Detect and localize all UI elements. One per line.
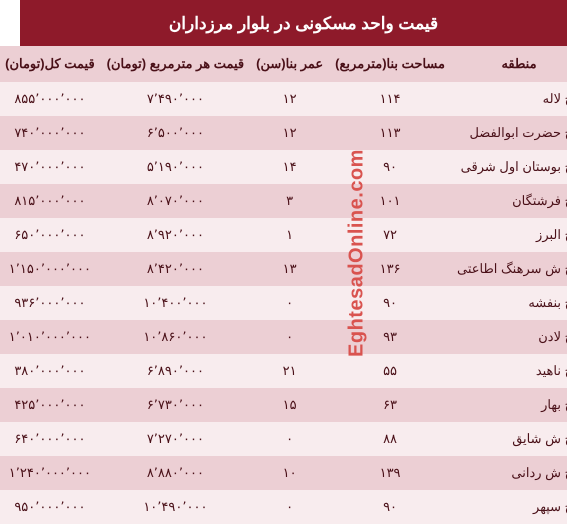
cell-age: ۰	[230, 320, 309, 354]
cell-ppm: ۶٬۷۳۰٬۰۰۰	[81, 388, 230, 422]
cell-area: ۸۸	[309, 422, 431, 456]
cell-age: ۱۰	[230, 456, 309, 490]
cell-total: ۹۳۶٬۰۰۰٬۰۰۰	[0, 286, 81, 320]
table-header: منطقهمساحت بنا(مترمربع)عمر بنا(سن)قیمت ه…	[0, 46, 567, 82]
cell-total: ۷۴۰٬۰۰۰٬۰۰۰	[0, 116, 81, 150]
cell-ppm: ۱۰٬۴۹۰٬۰۰۰	[81, 490, 230, 524]
cell-area: ۱۳۹	[309, 456, 431, 490]
cell-total: ۴۲۵٬۰۰۰٬۰۰۰	[0, 388, 81, 422]
cell-total: ۸۱۵٬۰۰۰٬۰۰۰	[0, 184, 81, 218]
cell-region: خ البرز	[431, 218, 567, 252]
cell-age: ۱	[230, 218, 309, 252]
cell-total: ۳۸۰٬۰۰۰٬۰۰۰	[0, 354, 81, 388]
col-region: منطقه	[431, 46, 567, 82]
cell-ppm: ۶٬۵۰۰٬۰۰۰	[81, 116, 230, 150]
table-row: خ بنفشه۹۰۰۱۰٬۴۰۰٬۰۰۰۹۳۶٬۰۰۰٬۰۰۰	[0, 286, 567, 320]
cell-age: ۱۲	[230, 116, 309, 150]
cell-area: ۱۰۱	[309, 184, 431, 218]
table-row: خ البرز۷۲۱۸٬۹۲۰٬۰۰۰۶۵۰٬۰۰۰٬۰۰۰	[0, 218, 567, 252]
cell-ppm: ۷٬۲۷۰٬۰۰۰	[81, 422, 230, 456]
cell-area: ۹۰	[309, 286, 431, 320]
cell-age: ۱۳	[230, 252, 309, 286]
cell-ppm: ۸٬۰۷۰٬۰۰۰	[81, 184, 230, 218]
table-row: خ ش ردانی۱۳۹۱۰۸٬۸۸۰٬۰۰۰۱٬۲۴۰٬۰۰۰٬۰۰۰	[0, 456, 567, 490]
table-row: خ فرشتگان۱۰۱۳۸٬۰۷۰٬۰۰۰۸۱۵٬۰۰۰٬۰۰۰	[0, 184, 567, 218]
cell-region: خ سپهر	[431, 490, 567, 524]
col-area: مساحت بنا(مترمربع)	[309, 46, 431, 82]
table-row: خ ش شایق۸۸۰۷٬۲۷۰٬۰۰۰۶۴۰٬۰۰۰٬۰۰۰	[0, 422, 567, 456]
cell-total: ۱٬۰۱۰٬۰۰۰٬۰۰۰	[0, 320, 81, 354]
cell-ppm: ۶٬۸۹۰٬۰۰۰	[81, 354, 230, 388]
cell-region: خ ناهید	[431, 354, 567, 388]
cell-area: ۷۲	[309, 218, 431, 252]
cell-region: خ بهار	[431, 388, 567, 422]
cell-area: ۹۰	[309, 490, 431, 524]
cell-total: ۹۵۰٬۰۰۰٬۰۰۰	[0, 490, 81, 524]
cell-area: ۹۳	[309, 320, 431, 354]
cell-ppm: ۸٬۹۲۰٬۰۰۰	[81, 218, 230, 252]
cell-region: خ ش سرهنگ اطاعتی	[431, 252, 567, 286]
cell-age: ۲۱	[230, 354, 309, 388]
table-row: خ حضرت ابوالفضل۱۱۳۱۲۶٬۵۰۰٬۰۰۰۷۴۰٬۰۰۰٬۰۰۰	[0, 116, 567, 150]
table-row: خ ناهید۵۵۲۱۶٬۸۹۰٬۰۰۰۳۸۰٬۰۰۰٬۰۰۰	[0, 354, 567, 388]
cell-ppm: ۵٬۱۹۰٬۰۰۰	[81, 150, 230, 184]
cell-age: ۱۴	[230, 150, 309, 184]
cell-area: ۱۱۴	[309, 82, 431, 116]
cell-area: ۱۳۶	[309, 252, 431, 286]
cell-ppm: ۷٬۴۹۰٬۰۰۰	[81, 82, 230, 116]
cell-ppm: ۱۰٬۸۶۰٬۰۰۰	[81, 320, 230, 354]
table-row: خ ش سرهنگ اطاعتی۱۳۶۱۳۸٬۴۲۰٬۰۰۰۱٬۱۵۰٬۰۰۰٬…	[0, 252, 567, 286]
table-row: خ بهار۶۳۱۵۶٬۷۳۰٬۰۰۰۴۲۵٬۰۰۰٬۰۰۰	[0, 388, 567, 422]
cell-total: ۴۷۰٬۰۰۰٬۰۰۰	[0, 150, 81, 184]
cell-area: ۵۵	[309, 354, 431, 388]
cell-region: خ بنفشه	[431, 286, 567, 320]
cell-region: خ ش ردانی	[431, 456, 567, 490]
cell-area: ۱۱۳	[309, 116, 431, 150]
price-table: منطقهمساحت بنا(مترمربع)عمر بنا(سن)قیمت ه…	[0, 46, 567, 524]
cell-region: خ لادن	[431, 320, 567, 354]
cell-total: ۱٬۱۵۰٬۰۰۰٬۰۰۰	[0, 252, 81, 286]
col-total: قیمت کل(تومان)	[0, 46, 81, 82]
cell-ppm: ۸٬۸۸۰٬۰۰۰	[81, 456, 230, 490]
cell-region: خ بوستان اول شرقی	[431, 150, 567, 184]
cell-region: خ لاله	[431, 82, 567, 116]
cell-region: خ حضرت ابوالفضل	[431, 116, 567, 150]
table-row: خ لادن۹۳۰۱۰٬۸۶۰٬۰۰۰۱٬۰۱۰٬۰۰۰٬۰۰۰	[0, 320, 567, 354]
cell-age: ۰	[230, 490, 309, 524]
col-ppm: قیمت هر مترمربع (تومان)	[81, 46, 230, 82]
cell-ppm: ۸٬۴۲۰٬۰۰۰	[81, 252, 230, 286]
table-row: خ سپهر۹۰۰۱۰٬۴۹۰٬۰۰۰۹۵۰٬۰۰۰٬۰۰۰	[0, 490, 567, 524]
table-row: خ بوستان اول شرقی۹۰۱۴۵٬۱۹۰٬۰۰۰۴۷۰٬۰۰۰٬۰۰…	[0, 150, 567, 184]
cell-total: ۶۴۰٬۰۰۰٬۰۰۰	[0, 422, 81, 456]
table-body: خ لاله۱۱۴۱۲۷٬۴۹۰٬۰۰۰۸۵۵٬۰۰۰٬۰۰۰خ حضرت اب…	[0, 82, 567, 524]
cell-age: ۱۲	[230, 82, 309, 116]
page-title: قیمت واحد مسکونی در بلوار مرزداران	[0, 0, 567, 46]
table-row: خ لاله۱۱۴۱۲۷٬۴۹۰٬۰۰۰۸۵۵٬۰۰۰٬۰۰۰	[0, 82, 567, 116]
cell-total: ۱٬۲۴۰٬۰۰۰٬۰۰۰	[0, 456, 81, 490]
cell-age: ۰	[230, 286, 309, 320]
cell-area: ۹۰	[309, 150, 431, 184]
cell-age: ۱۵	[230, 388, 309, 422]
cell-total: ۸۵۵٬۰۰۰٬۰۰۰	[0, 82, 81, 116]
cell-age: ۰	[230, 422, 309, 456]
cell-area: ۶۳	[309, 388, 431, 422]
cell-age: ۳	[230, 184, 309, 218]
cell-region: خ ش شایق	[431, 422, 567, 456]
cell-region: خ فرشتگان	[431, 184, 567, 218]
cell-total: ۶۵۰٬۰۰۰٬۰۰۰	[0, 218, 81, 252]
cell-ppm: ۱۰٬۴۰۰٬۰۰۰	[81, 286, 230, 320]
col-age: عمر بنا(سن)	[230, 46, 309, 82]
